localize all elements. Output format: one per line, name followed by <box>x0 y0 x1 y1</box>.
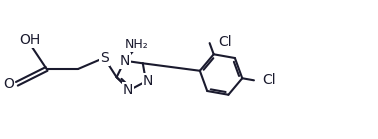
Text: N: N <box>119 54 130 68</box>
Text: Cl: Cl <box>218 35 231 49</box>
Text: OH: OH <box>19 33 40 47</box>
Text: NH₂: NH₂ <box>125 38 149 51</box>
Text: N: N <box>143 74 153 88</box>
Text: S: S <box>100 51 108 65</box>
Text: Cl: Cl <box>262 73 276 87</box>
Text: N: N <box>123 83 133 97</box>
Text: O: O <box>3 77 14 91</box>
